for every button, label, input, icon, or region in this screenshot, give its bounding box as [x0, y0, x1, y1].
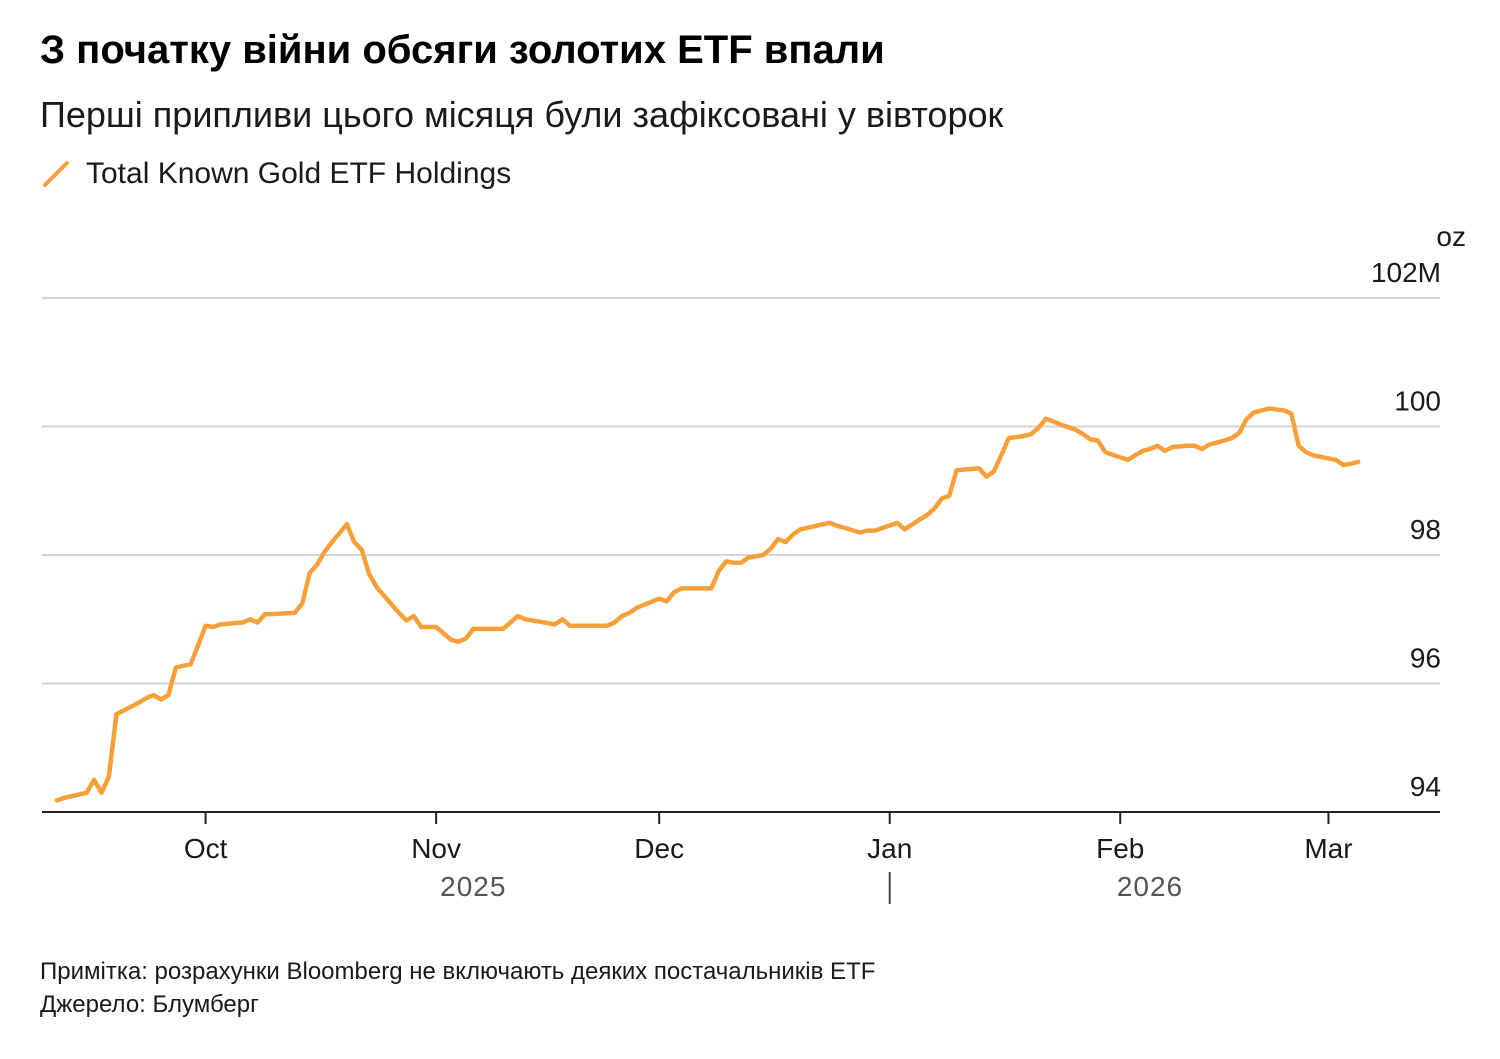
year-label: 2025: [440, 871, 506, 902]
legend: Total Known Gold ETF Holdings: [40, 157, 511, 191]
legend-label: Total Known Gold ETF Holdings: [86, 157, 512, 190]
chart-title: З початку війни обсяги золотих ETF впали: [40, 28, 885, 72]
year-label: 2026: [1117, 871, 1183, 902]
y-tick-label: 96: [1410, 643, 1441, 674]
x-tick-label: Jan: [867, 833, 912, 864]
y-tick-label: 100: [1394, 386, 1441, 417]
chart-area: oz 102M 100 98 96 94 Oct Nov Dec Jan Feb Mar 2025 202…: [42, 221, 1466, 904]
y-tick-label: 102M: [1371, 257, 1441, 288]
legend-line-icon: [43, 161, 69, 187]
chart-subtitle: Перші припливи цього місяця були зафіксо…: [40, 94, 1004, 135]
x-tick-label: Mar: [1304, 833, 1352, 864]
y-tick-label: 94: [1410, 771, 1441, 802]
y-tick-label: 98: [1410, 514, 1441, 545]
x-tick-label: Feb: [1096, 833, 1144, 864]
series-line-gold-etf-holdings: [54, 406, 1361, 803]
x-tick-label: Dec: [634, 833, 684, 864]
y-unit-label: oz: [1436, 221, 1466, 252]
chart-note: Примітка: розрахунки Bloomberg не включа…: [40, 958, 876, 985]
x-tick-label: Oct: [184, 833, 228, 864]
x-tick-label: Nov: [411, 833, 461, 864]
chart-source: Джерело: Блумберг: [40, 991, 259, 1018]
